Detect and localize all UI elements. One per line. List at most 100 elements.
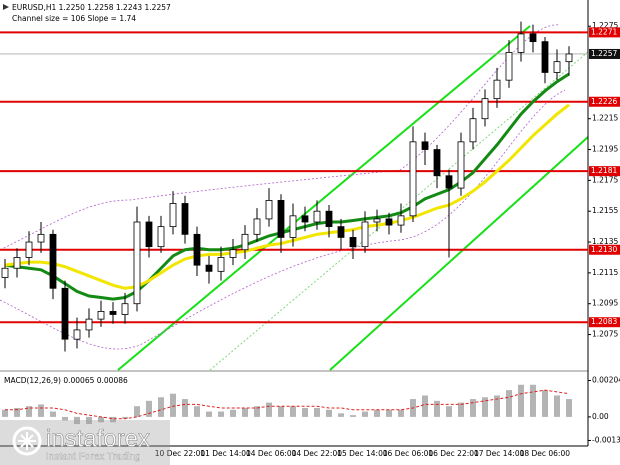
candle-body <box>445 175 453 189</box>
macd-bar <box>530 384 536 417</box>
macd-bar <box>470 399 476 417</box>
moving-average <box>4 103 570 290</box>
y-tick-label: 1.2075 <box>592 330 618 339</box>
candle-body <box>541 41 549 73</box>
macd-bar <box>194 406 200 417</box>
macd-bar <box>386 409 392 417</box>
candle-body <box>409 141 417 217</box>
macd-bar <box>350 415 356 417</box>
candle-body <box>505 52 513 81</box>
logo-name: instaforex <box>46 425 150 452</box>
macd-signal <box>5 389 570 420</box>
y-tick-label: 1.2215 <box>592 114 618 123</box>
candle-body <box>145 221 153 248</box>
candle-body <box>457 141 465 189</box>
macd-bar <box>2 409 8 417</box>
candle-body <box>481 98 489 120</box>
macd-bar <box>146 400 152 417</box>
candle-body <box>169 203 177 228</box>
x-tick-label: 15 Dec 14:00 <box>337 449 388 458</box>
macd-bar <box>110 416 116 423</box>
channel-line: Channel size = 106 Slope = 1.74 <box>12 14 136 23</box>
macd-bar <box>170 393 176 417</box>
moving-average <box>4 72 570 301</box>
candle-body <box>205 264 213 272</box>
macd-bar <box>326 409 332 417</box>
x-tick-label: 11 Dec 14:00 <box>200 449 251 458</box>
candle-body <box>289 215 297 238</box>
candle-body <box>61 287 69 340</box>
y-tick-label: 1.2175 <box>592 175 618 184</box>
macd-bar <box>362 411 368 417</box>
candle-body <box>337 226 345 238</box>
macd-bar <box>134 406 140 417</box>
y-tick-label: 1.2195 <box>592 145 618 154</box>
candle-body <box>133 221 141 305</box>
macd-bar <box>374 409 380 417</box>
candle-body <box>553 61 561 73</box>
x-tick-label: 18 Dec 06:00 <box>520 449 571 458</box>
x-tick-label: 14 Dec 22:00 <box>292 449 343 458</box>
macd-bar <box>14 407 20 417</box>
menu-icon <box>3 4 9 10</box>
macd-bar <box>74 416 80 425</box>
level-label: 1.2226 <box>591 97 617 106</box>
candle-body <box>325 210 333 228</box>
candle-body <box>349 237 357 248</box>
macd-bar <box>566 399 572 417</box>
macd-bar <box>206 411 212 417</box>
candle-body <box>361 221 369 248</box>
macd-bar <box>26 406 32 417</box>
y-tick-label: -0.00132 <box>592 435 620 444</box>
macd-bar <box>230 409 236 417</box>
macd-bar <box>314 407 320 417</box>
macd-bar <box>38 404 44 417</box>
macd-bar <box>278 406 284 417</box>
x-tick-label: 17 Dec 14:00 <box>474 449 525 458</box>
macd-bar <box>158 397 164 417</box>
symbol-line: EURUSD,H1 1.2250 1.2258 1.2243 1.2257 <box>12 3 171 12</box>
candle-body <box>373 218 381 223</box>
macd-bar <box>542 390 548 417</box>
candle-body <box>73 329 81 340</box>
y-tick-label: 0.00204 <box>592 375 620 384</box>
candle-body <box>433 149 441 177</box>
level-box <box>589 166 620 177</box>
current-price-box <box>589 48 620 59</box>
level-box <box>589 244 620 255</box>
candle-body <box>109 311 117 315</box>
macd-bar <box>254 406 260 417</box>
macd-bar <box>98 416 104 423</box>
macd-bar <box>290 406 296 417</box>
candle-body <box>529 33 537 43</box>
candle-body <box>565 53 573 63</box>
level-label: 1.2083 <box>591 317 617 326</box>
candle-body <box>157 226 165 248</box>
candle-body <box>265 200 273 220</box>
candle-body <box>193 233 201 266</box>
candle-body <box>421 141 429 150</box>
macd-bar <box>422 395 428 417</box>
macd-bar <box>62 416 68 421</box>
candle-body <box>517 33 525 53</box>
candle-body <box>121 303 129 315</box>
macd-bar <box>122 416 128 419</box>
macd-bar <box>338 413 344 417</box>
candle-body <box>241 233 249 251</box>
y-tick-label: 0.00 <box>592 412 609 421</box>
envelope-upper <box>0 24 561 251</box>
level-label: 1.2130 <box>591 245 617 254</box>
x-tick-label: 16 Dec 06:00 <box>383 449 434 458</box>
macd-bar <box>218 411 224 417</box>
candle-body <box>397 215 405 226</box>
macd-bar <box>182 399 188 417</box>
candle-body <box>385 218 393 226</box>
candle-body <box>217 257 225 272</box>
macd-bar <box>86 416 92 425</box>
macd-bar <box>266 402 272 417</box>
candle-body <box>37 233 45 243</box>
y-tick-label: 1.2095 <box>592 299 618 308</box>
logo-tagline: Instant Forex Trading <box>46 452 141 463</box>
macd-bar <box>50 411 56 417</box>
